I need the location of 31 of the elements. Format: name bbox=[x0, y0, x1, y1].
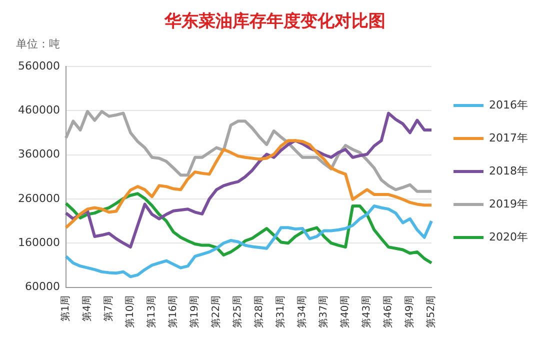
x-tick-label: 第10周 bbox=[124, 295, 136, 328]
y-tick-label: 260000 bbox=[18, 192, 60, 205]
x-tick-label: 第22周 bbox=[210, 295, 222, 328]
y-tick-label: 60000 bbox=[24, 280, 60, 294]
legend-label: 2016年 bbox=[489, 98, 528, 112]
legend-label: 2018年 bbox=[489, 164, 528, 178]
x-tick-label: 第4周 bbox=[81, 295, 94, 322]
y-tick-label: 360000 bbox=[18, 148, 60, 161]
x-tick-label: 第46周 bbox=[382, 295, 394, 328]
x-tick-label: 第49周 bbox=[404, 295, 416, 328]
x-tick-label: 第52周 bbox=[425, 295, 438, 328]
x-tick-label: 第25周 bbox=[232, 295, 244, 328]
x-tick-label: 第43周 bbox=[360, 295, 373, 328]
x-tick-label: 第40周 bbox=[339, 295, 352, 328]
x-tick-label: 第34周 bbox=[296, 295, 308, 328]
legend-label: 2020年 bbox=[489, 230, 528, 244]
legend-label: 2019年 bbox=[489, 197, 528, 210]
x-tick-label: 第31周 bbox=[274, 295, 287, 328]
y-tick-label: 160000 bbox=[18, 236, 60, 249]
x-tick-label: 第37周 bbox=[318, 295, 330, 328]
x-tick-label: 第28周 bbox=[253, 295, 266, 328]
x-tick-label: 第1周 bbox=[60, 295, 72, 322]
x-tick-label: 第19周 bbox=[188, 295, 201, 328]
x-tick-label: 第13周 bbox=[146, 295, 158, 328]
chart-title: 华东菜油库存年度变化对比图 bbox=[164, 12, 386, 31]
y-tick-label: 460000 bbox=[18, 103, 60, 116]
legend-label: 2017年 bbox=[489, 131, 528, 144]
x-tick-label: 第16周 bbox=[167, 295, 180, 328]
text: 单位：吨 bbox=[16, 37, 60, 50]
x-tick-label: 第7周 bbox=[102, 295, 115, 322]
y-tick-label: 560000 bbox=[18, 59, 60, 72]
